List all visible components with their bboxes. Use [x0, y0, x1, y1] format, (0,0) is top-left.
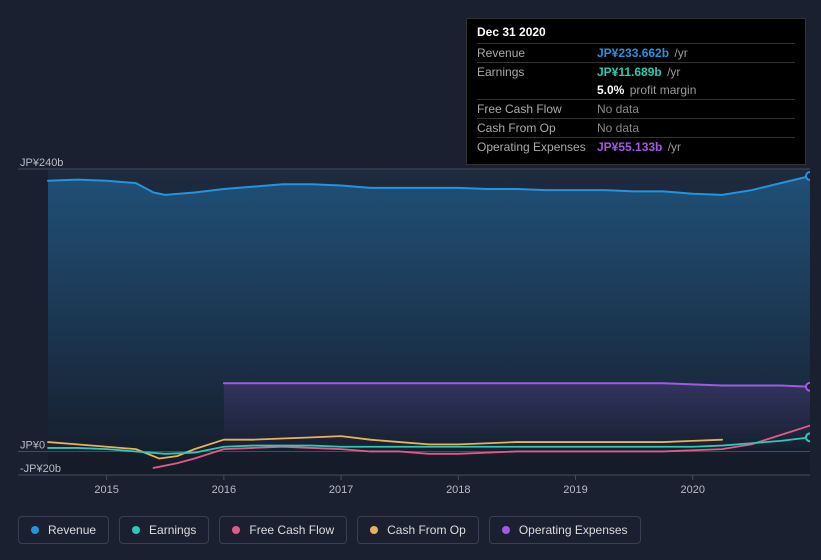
tooltip-row-label: Revenue: [477, 44, 597, 63]
chart-tooltip: Dec 31 2020 RevenueJP¥233.662b /yrEarnin…: [466, 18, 806, 165]
tooltip-row-label: [477, 81, 597, 100]
tooltip-row: Operating ExpensesJP¥55.133b /yr: [477, 138, 795, 157]
legend-item[interactable]: Earnings: [119, 516, 209, 544]
legend-item[interactable]: Revenue: [18, 516, 109, 544]
svg-text:2020: 2020: [681, 484, 705, 496]
legend-label: Revenue: [48, 523, 96, 537]
tooltip-row-value: No data: [597, 119, 795, 138]
tooltip-row-value: JP¥11.689b /yr: [597, 63, 795, 82]
tooltip-row-label: Free Cash Flow: [477, 100, 597, 119]
legend-item[interactable]: Operating Expenses: [489, 516, 641, 544]
svg-text:2015: 2015: [94, 484, 118, 496]
tooltip-row-value: No data: [597, 100, 795, 119]
tooltip-row: Free Cash FlowNo data: [477, 100, 795, 119]
legend-dot-icon: [132, 526, 140, 534]
tooltip-table: RevenueJP¥233.662b /yrEarningsJP¥11.689b…: [477, 43, 795, 156]
svg-text:JP¥240b: JP¥240b: [20, 157, 63, 169]
financials-chart[interactable]: JP¥240b JP¥0 -JP¥20b 2015 2016 2017 2018 2019 20…: [18, 155, 810, 500]
legend-item[interactable]: Free Cash Flow: [219, 516, 347, 544]
tooltip-row: Cash From OpNo data: [477, 119, 795, 138]
legend-dot-icon: [370, 526, 378, 534]
chart-svg: JP¥240b JP¥0 -JP¥20b 2015 2016 2017 2018 2019 20…: [18, 155, 810, 500]
tooltip-row: RevenueJP¥233.662b /yr: [477, 44, 795, 63]
svg-text:2016: 2016: [212, 484, 236, 496]
legend-label: Free Cash Flow: [249, 523, 334, 537]
tooltip-row-label: Cash From Op: [477, 119, 597, 138]
svg-text:2017: 2017: [329, 484, 353, 496]
legend-label: Earnings: [149, 523, 196, 537]
tooltip-row-label: Operating Expenses: [477, 138, 597, 157]
tooltip-date: Dec 31 2020: [477, 25, 795, 43]
tooltip-row-value: JP¥233.662b /yr: [597, 44, 795, 63]
tooltip-row: EarningsJP¥11.689b /yr: [477, 63, 795, 82]
tooltip-row-value: 5.0% profit margin: [597, 81, 795, 100]
legend-item[interactable]: Cash From Op: [357, 516, 479, 544]
legend-dot-icon: [232, 526, 240, 534]
tooltip-row: 5.0% profit margin: [477, 81, 795, 100]
tooltip-row-value: JP¥55.133b /yr: [597, 138, 795, 157]
svg-text:2018: 2018: [446, 484, 470, 496]
svg-text:JP¥0: JP¥0: [20, 439, 45, 451]
tooltip-row-label: Earnings: [477, 63, 597, 82]
legend-dot-icon: [31, 526, 39, 534]
legend-label: Operating Expenses: [519, 523, 628, 537]
legend-label: Cash From Op: [387, 523, 466, 537]
svg-text:2019: 2019: [563, 484, 587, 496]
legend-dot-icon: [502, 526, 510, 534]
chart-legend: Revenue Earnings Free Cash Flow Cash From O…: [18, 516, 641, 544]
svg-text:-JP¥20b: -JP¥20b: [20, 463, 61, 475]
